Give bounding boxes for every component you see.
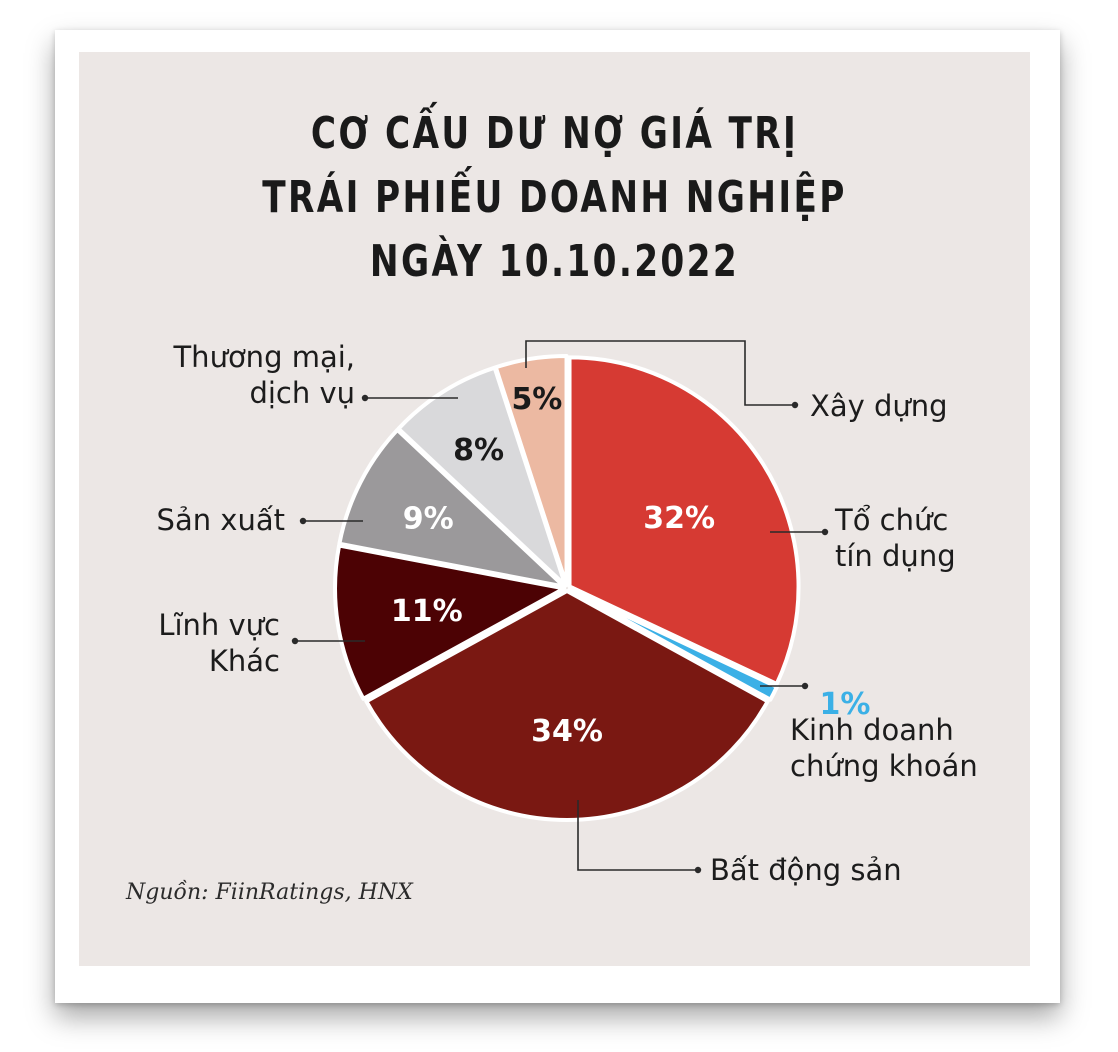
pie-slice bbox=[364, 589, 770, 822]
category-label: Bất động sản bbox=[710, 853, 902, 887]
pie-slice bbox=[567, 587, 779, 702]
category-label: Kinh doanh chứng khoán bbox=[790, 713, 978, 783]
category-labels: Tổ chức tín dụng Kinh doanh chứng khoán Bất … bbox=[157, 340, 978, 887]
leader-dot bbox=[291, 637, 299, 645]
chart-title: CƠ CẤU DƯ NỢ GIÁ TRỊ TRÁI PHIẾU DOANH NG… bbox=[184, 102, 926, 294]
category-label: Tổ chức tín dụng bbox=[834, 503, 956, 573]
value-labels: 32% 1% 34% 11% 9% 8%5% bbox=[391, 382, 871, 749]
leader-dot bbox=[791, 401, 799, 409]
pie-slice bbox=[396, 365, 568, 588]
pie-slice bbox=[567, 355, 801, 686]
value-label: 5% bbox=[511, 382, 562, 417]
category-label-line: Tổ chức bbox=[834, 503, 948, 537]
category-label-line: dịch vụ bbox=[249, 376, 355, 410]
leader-line bbox=[525, 340, 795, 406]
value-label: 8% bbox=[453, 433, 504, 468]
category-label-line: Khác bbox=[209, 644, 280, 678]
leader-dot bbox=[299, 517, 307, 525]
category-label: Xây dựng bbox=[810, 389, 948, 423]
category-label-line: Thương mại, bbox=[172, 340, 355, 374]
leader-dot bbox=[361, 394, 369, 402]
pie-slice bbox=[493, 354, 569, 588]
leader-dot bbox=[694, 866, 702, 874]
title-line-3: NGÀY 10.10.2022 bbox=[369, 236, 740, 287]
leader-dot bbox=[821, 528, 829, 536]
value-label: 1% bbox=[820, 687, 871, 722]
category-label-line: tín dụng bbox=[835, 539, 956, 573]
leader-line bbox=[577, 800, 698, 871]
leader-lines bbox=[291, 340, 829, 874]
title-line-1: CƠ CẤU DƯ NỢ GIÁ TRỊ bbox=[310, 108, 799, 159]
value-label: 9% bbox=[403, 501, 454, 536]
category-label-line: Bất động sản bbox=[710, 853, 902, 887]
title-line-2: TRÁI PHIẾU DOANH NGHIỆP bbox=[262, 172, 847, 223]
value-label: 11% bbox=[391, 594, 463, 629]
category-label: Thương mại, dịch vụ bbox=[172, 340, 355, 410]
category-label-line: chứng khoán bbox=[790, 749, 978, 783]
category-label-line: Lĩnh vực bbox=[158, 608, 280, 642]
pie-slice bbox=[333, 543, 567, 701]
leader-dot bbox=[801, 682, 809, 690]
value-label: 34% bbox=[531, 714, 603, 749]
category-label-line: Kinh doanh bbox=[790, 713, 954, 747]
pie-slices bbox=[333, 354, 801, 822]
category-label: Lĩnh vực Khác bbox=[158, 608, 280, 678]
category-label-line: Sản xuất bbox=[157, 503, 285, 537]
value-label: 32% bbox=[643, 501, 715, 536]
pie-slice bbox=[337, 427, 567, 589]
category-label-line: Xây dựng bbox=[810, 389, 948, 423]
source-note: Nguồn: FiinRatings, HNX bbox=[126, 880, 413, 905]
category-label: Sản xuất bbox=[157, 503, 285, 537]
